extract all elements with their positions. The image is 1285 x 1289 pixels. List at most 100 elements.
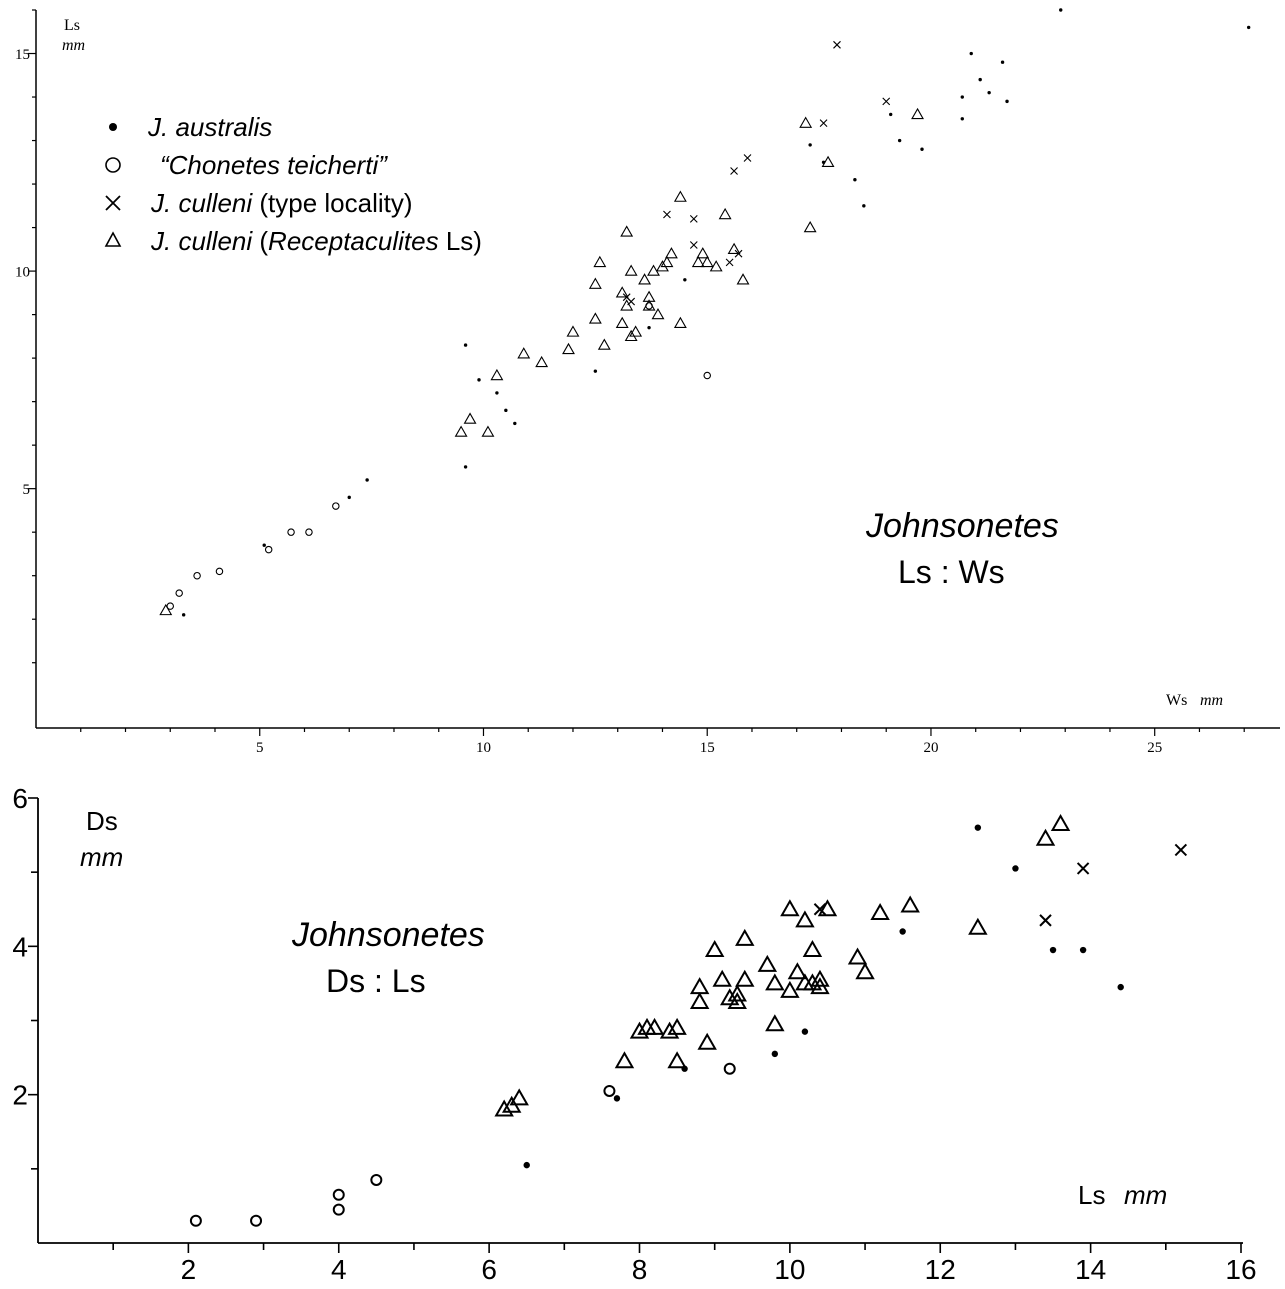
data-point-x <box>743 154 752 162</box>
data-point-triangle <box>689 977 710 995</box>
data-point-x <box>1174 843 1188 857</box>
data-point-triangle <box>817 899 838 917</box>
y-tick-label: 2 <box>12 1080 28 1111</box>
data-point-dot <box>974 824 982 831</box>
data-point-dot <box>899 928 906 935</box>
data-point-triangle <box>517 347 531 359</box>
data-point-circle <box>175 589 183 597</box>
data-point-triangle <box>454 425 468 437</box>
data-point-dot <box>523 1161 530 1169</box>
data-point-triangle <box>720 988 740 1006</box>
data-point-triangle <box>667 1017 687 1035</box>
data-point-dot <box>897 138 902 143</box>
data-point-dot <box>613 1095 621 1102</box>
data-point-triangle <box>735 928 755 946</box>
data-point-dot <box>463 465 468 469</box>
legend-label: J. culleni (Receptaculites Ls) <box>150 226 482 256</box>
y-ticks: 2 4 6 <box>12 783 38 1170</box>
data-point-triangle <box>651 307 665 320</box>
data-point-triangle <box>667 1051 687 1069</box>
data-point-circle <box>215 567 224 576</box>
plot-marks <box>159 8 1251 617</box>
legend-x-marker <box>105 195 121 211</box>
data-point-triangle <box>689 991 710 1009</box>
data-point-dot <box>1059 8 1063 12</box>
data-point-circle <box>603 1084 616 1097</box>
data-point-dot <box>969 51 973 56</box>
data-point-dot <box>771 1050 779 1058</box>
data-point-dot <box>262 543 266 547</box>
data-point-dot <box>853 178 857 182</box>
data-point-circle <box>703 371 711 380</box>
legend-item-culleni-type: J. culleni (type locality) <box>105 188 413 218</box>
data-point-triangle <box>736 273 750 285</box>
y-axis-unit: mm <box>62 37 85 54</box>
data-point-triangle <box>629 325 643 337</box>
data-point-dot <box>987 90 991 95</box>
y-ticks: 5 10 15 <box>15 9 36 664</box>
data-point-dot <box>495 391 499 395</box>
data-point-triangle <box>718 207 732 220</box>
legend-label: J. australis <box>147 112 272 142</box>
data-point-triangle <box>673 190 687 202</box>
y-tick-label: 5 <box>23 482 31 498</box>
data-point-circle <box>305 528 313 536</box>
data-point-circle <box>193 571 201 580</box>
data-point-x <box>725 258 734 267</box>
data-point-x <box>689 214 698 223</box>
data-point-triangle <box>911 107 924 120</box>
data-point-triangle <box>597 338 611 350</box>
data-point-dot <box>1012 865 1019 872</box>
data-point-triangle <box>803 220 817 233</box>
data-point-dot <box>1117 983 1124 991</box>
y-tick-label: 4 <box>12 931 28 962</box>
data-point-triangle <box>855 962 875 980</box>
x-axis-label: Ws <box>1166 692 1187 709</box>
data-point-dot <box>181 613 186 617</box>
x-axis-unit: mm <box>1200 692 1223 709</box>
chart-title: Johnsonetes <box>291 916 485 954</box>
y-axis-label: Ls <box>64 17 80 34</box>
legend-label: “Chonetes teicherti” <box>160 150 388 180</box>
data-point-triangle <box>588 277 602 289</box>
data-point-dot <box>513 421 517 426</box>
data-point-dot <box>960 95 964 99</box>
data-point-triangle <box>727 984 747 1002</box>
data-point-triangle <box>802 973 823 991</box>
data-point-dot <box>960 117 964 121</box>
data-point-dot <box>504 408 508 413</box>
data-point-dot <box>888 112 893 117</box>
data-point-dot <box>1000 60 1005 64</box>
y-tick-label: 15 <box>15 47 30 63</box>
data-point-triangle <box>704 940 725 958</box>
data-point-x <box>730 167 738 175</box>
data-point-x <box>1076 862 1090 875</box>
data-point-triangle <box>691 255 705 268</box>
data-point-triangle <box>765 1014 785 1032</box>
data-point-triangle <box>1050 813 1071 831</box>
data-point-triangle <box>697 1032 717 1050</box>
data-point-circle <box>250 1214 263 1227</box>
data-point-triangle <box>821 155 835 167</box>
data-point-x <box>819 119 828 128</box>
data-point-triangle <box>588 312 602 324</box>
legend-triangle-marker <box>104 231 122 247</box>
data-point-triangle <box>463 412 477 424</box>
y-tick-label: 6 <box>12 783 28 814</box>
data-point-triangle <box>787 962 808 980</box>
y-axis-label: Ds <box>86 806 118 836</box>
data-point-circle <box>287 528 295 536</box>
data-point-triangle <box>629 1021 650 1039</box>
legend-item-teicherti: “Chonetes teicherti” <box>105 150 388 180</box>
legend-item-australis: J. australis <box>109 112 272 142</box>
data-point-triangle <box>593 255 607 268</box>
data-point-triangle <box>562 342 575 355</box>
y-axis-unit: mm <box>80 842 123 872</box>
x-tick-label: 20 <box>923 740 938 756</box>
data-point-triangle <box>765 973 785 991</box>
data-point-triangle <box>757 954 778 972</box>
data-point-x <box>1039 914 1052 927</box>
x-tick-label: 16 <box>1225 1254 1256 1285</box>
data-point-triangle <box>664 247 678 259</box>
